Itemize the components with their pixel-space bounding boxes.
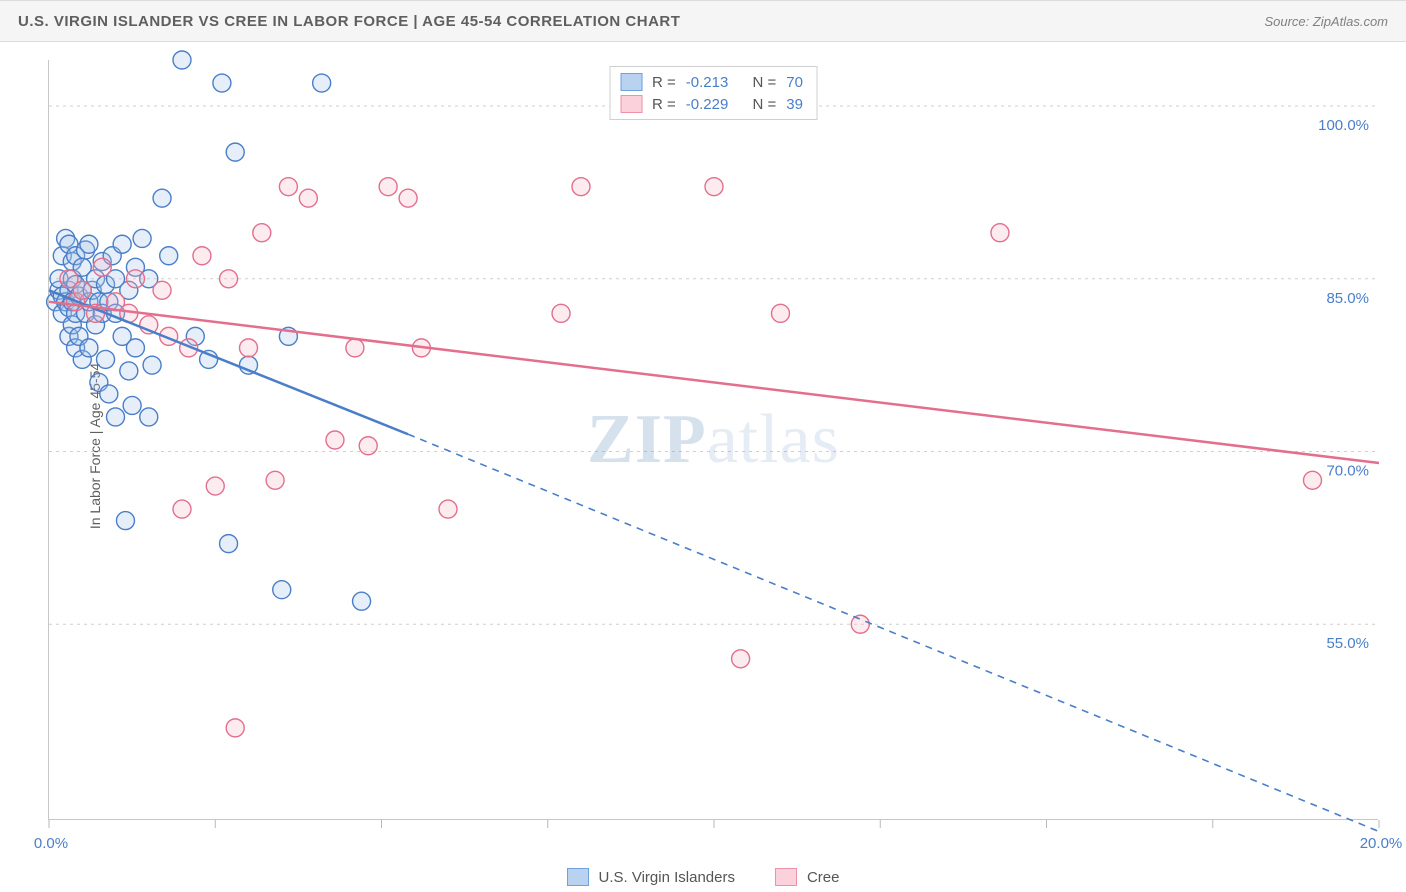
legend-swatch-cree [620, 95, 642, 113]
legend-label-cree: Cree [807, 869, 840, 886]
n-label: N = [753, 74, 777, 91]
n-value-cree: 39 [786, 96, 803, 113]
legend-swatch-usvi [620, 73, 642, 91]
legend-stats-row: R = -0.213 N = 70 [620, 73, 803, 91]
svg-text:85.0%: 85.0% [1326, 290, 1369, 307]
correlation-chart-container: U.S. VIRGIN ISLANDER VS CREE IN LABOR FO… [0, 0, 1406, 892]
r-label: R = [652, 74, 676, 91]
svg-text:100.0%: 100.0% [1318, 117, 1369, 134]
trend-lines [49, 290, 1379, 831]
legend-stats-box: R = -0.213 N = 70 R = -0.229 N = 39 [609, 66, 818, 120]
n-value-usvi: 70 [786, 74, 803, 91]
svg-text:0.0%: 0.0% [34, 835, 68, 852]
legend-bottom: U.S. Virgin Islanders Cree [0, 868, 1406, 886]
legend-swatch-cree [775, 868, 797, 886]
legend-label-usvi: U.S. Virgin Islanders [599, 869, 735, 886]
legend-item-usvi: U.S. Virgin Islanders [567, 868, 735, 886]
scatter-series-cree [60, 178, 1322, 737]
legend-item-cree: Cree [775, 868, 840, 886]
svg-text:55.0%: 55.0% [1326, 635, 1369, 652]
legend-swatch-usvi [567, 868, 589, 886]
svg-text:20.0%: 20.0% [1360, 835, 1403, 852]
r-label: R = [652, 96, 676, 113]
source-citation: Source: ZipAtlas.com [1264, 14, 1388, 29]
title-bar: U.S. VIRGIN ISLANDER VS CREE IN LABOR FO… [0, 0, 1406, 42]
y-tick-labels: 55.0% 70.0% 85.0% 100.0% [1318, 117, 1369, 652]
legend-stats-row: R = -0.229 N = 39 [620, 95, 803, 113]
svg-text:70.0%: 70.0% [1326, 463, 1369, 480]
x-tick-labels: 0.0% 20.0% [34, 835, 1402, 852]
x-ticks [49, 820, 1379, 828]
r-value-usvi: -0.213 [686, 74, 729, 91]
chart-title: U.S. VIRGIN ISLANDER VS CREE IN LABOR FO… [18, 13, 680, 30]
plot-area: 55.0%70.0%85.0%100.0% 0.0%20.0% ZIPatlas… [48, 60, 1378, 820]
scatter-series-usvi [47, 51, 371, 610]
chart-svg: 55.0%70.0%85.0%100.0% 0.0%20.0% [49, 60, 1378, 819]
r-value-cree: -0.229 [686, 96, 729, 113]
n-label: N = [753, 96, 777, 113]
